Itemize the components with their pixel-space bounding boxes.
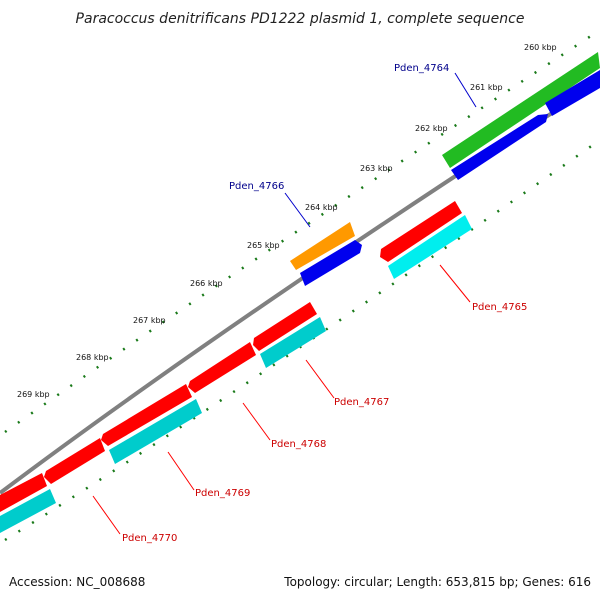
forward-features bbox=[290, 52, 600, 286]
tick-label: 262 kbp bbox=[415, 124, 448, 133]
feature-pden-4768-cds[interactable] bbox=[188, 342, 256, 393]
feature-pden-4764-gene[interactable] bbox=[442, 52, 600, 168]
gene-leader-lines bbox=[92, 72, 477, 535]
tick-labels: 260 kbp 261 kbp 262 kbp 263 kbp 264 kbp … bbox=[17, 43, 557, 399]
tick-label: 261 kbp bbox=[470, 83, 503, 92]
tick-track-inner bbox=[4, 138, 600, 542]
tick-label: 267 kbp bbox=[133, 316, 166, 325]
feature-pden-4770-cds-a[interactable] bbox=[44, 438, 105, 484]
gene-label-pden-4765[interactable]: Pden_4765 bbox=[472, 302, 527, 313]
feature-pden-4766-cds[interactable] bbox=[300, 240, 362, 286]
feature-pden-4765-cds[interactable] bbox=[380, 201, 462, 262]
feature-pden-4770-cds-b[interactable] bbox=[0, 473, 47, 512]
feature-pden-4769-gene[interactable] bbox=[109, 399, 202, 464]
tick-label: 269 kbp bbox=[17, 390, 50, 399]
feature-pden-4767-cds[interactable] bbox=[253, 302, 317, 351]
feature-pden-4767-gene[interactable] bbox=[260, 317, 326, 368]
gene-labels: Pden_4764 Pden_4766 Pden_4765 Pden_4767 … bbox=[122, 63, 527, 544]
feature-pden-4766-gene[interactable] bbox=[290, 222, 355, 270]
feature-pden-4764-cds-b[interactable] bbox=[545, 70, 600, 116]
gene-label-pden-4766[interactable]: Pden_4766 bbox=[229, 181, 284, 192]
tick-label: 266 kbp bbox=[190, 279, 223, 288]
feature-pden-4765-gene[interactable] bbox=[388, 215, 472, 279]
map-title: Paracoccus denitrificans PD1222 plasmid … bbox=[76, 11, 525, 27]
tick-track-outer bbox=[4, 28, 600, 434]
gene-label-pden-4764[interactable]: Pden_4764 bbox=[394, 63, 449, 74]
gene-label-pden-4769[interactable]: Pden_4769 bbox=[195, 488, 250, 499]
topology-text: Topology: circular; Length: 653,815 bp; … bbox=[283, 575, 591, 589]
tick-label: 260 kbp bbox=[524, 43, 557, 52]
feature-pden-4764-cds[interactable] bbox=[451, 114, 548, 180]
gene-label-pden-4767[interactable]: Pden_4767 bbox=[334, 397, 389, 408]
feature-pden-4770-gene[interactable] bbox=[0, 489, 56, 533]
reverse-features bbox=[0, 201, 472, 533]
tick-label: 264 kbp bbox=[305, 203, 338, 212]
tick-label: 265 kbp bbox=[247, 241, 280, 250]
tick-label: 268 kbp bbox=[76, 353, 109, 362]
gene-label-pden-4770[interactable]: Pden_4770 bbox=[122, 533, 177, 544]
feature-pden-4769-cds[interactable] bbox=[101, 384, 192, 446]
tick-label: 263 kbp bbox=[360, 164, 393, 173]
accession-text: Accession: NC_008688 bbox=[9, 575, 145, 589]
gene-label-pden-4768[interactable]: Pden_4768 bbox=[271, 439, 326, 450]
